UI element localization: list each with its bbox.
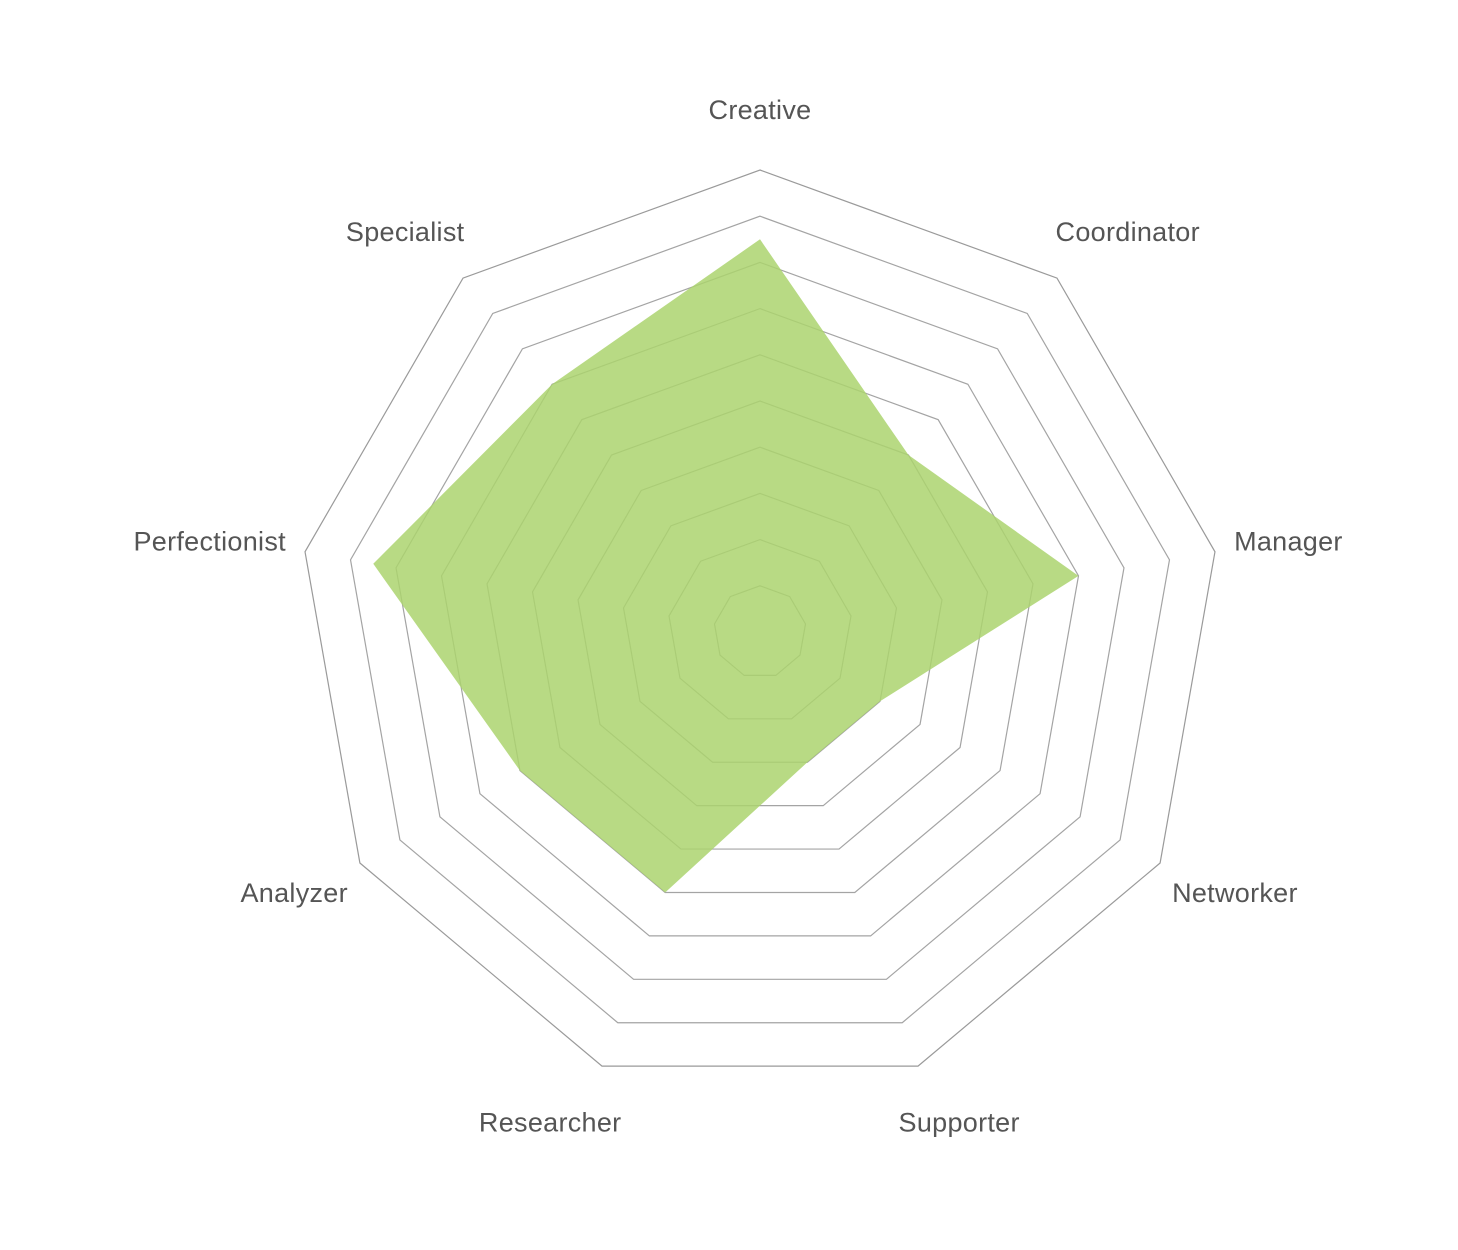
axis-label-networker: Networker — [1172, 878, 1298, 908]
grid-ring-9 — [349, 215, 1171, 1024]
axis-label-specialist: Specialist — [346, 217, 465, 247]
axis-label-supporter: Supporter — [899, 1108, 1020, 1138]
axis-label-perfectionist: Perfectionist — [133, 526, 286, 556]
series-area-0 — [373, 239, 1079, 893]
axis-label-researcher: Researcher — [479, 1108, 622, 1138]
radar-axis-labels: Creative Coordinator Manager Networker Suppo… — [133, 95, 1342, 1138]
axis-label-analyzer: Analyzer — [240, 878, 347, 908]
axis-label-creative: Creative — [709, 95, 812, 125]
axis-label-manager: Manager — [1234, 526, 1343, 556]
axis-label-coordinator: Coordinator — [1056, 217, 1200, 247]
radar-data-layer — [373, 239, 1079, 893]
grid-ring-10 — [304, 169, 1216, 1067]
grid-ring-8 — [395, 261, 1125, 980]
